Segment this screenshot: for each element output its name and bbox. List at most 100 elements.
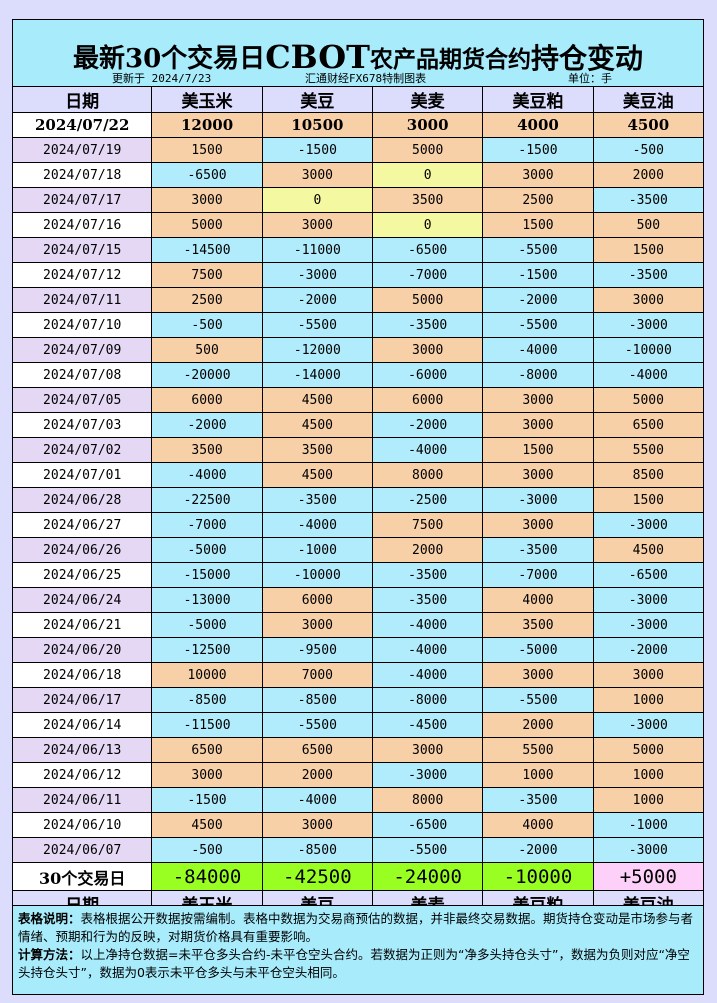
note-label: 表格说明： xyxy=(18,911,81,926)
value-cell: 8000 xyxy=(372,462,484,488)
table-row: 2024/07/15 -14500 -11000 -6500 -5500 1500 xyxy=(11,237,705,263)
latest-row: 2024/07/22 12000 10500 3000 4000 4500 xyxy=(11,112,705,138)
value-cell: 5000 xyxy=(372,137,484,163)
value-cell: -5000 xyxy=(482,637,594,663)
value-cell: 3000 xyxy=(151,762,263,788)
table-row: 2024/06/25 -15000 -10000 -3500 -7000 -6500 xyxy=(11,562,705,588)
table-row: 2024/07/19 1500 -1500 5000 -1500 -500 xyxy=(11,137,705,163)
value-cell: -5500 xyxy=(482,237,594,263)
table-row: 2024/06/07 -500 -8500 -5500 -2000 -3000 xyxy=(11,837,705,863)
value-cell: -3500 xyxy=(372,587,484,613)
value-cell: -14000 xyxy=(261,362,374,388)
table-row: 2024/06/28 -22500 -3500 -2500 -3000 1500 xyxy=(11,487,705,513)
value-cell: -22500 xyxy=(151,487,263,513)
column-header: 美麦 xyxy=(372,86,484,113)
value-cell: -11500 xyxy=(151,712,263,738)
value-cell: -3000 xyxy=(592,612,705,638)
date-cell: 2024/06/27 xyxy=(11,512,153,538)
value-cell: 7000 xyxy=(261,662,374,688)
date-cell: 2024/07/16 xyxy=(11,212,153,238)
value-cell: -6000 xyxy=(372,362,484,388)
value-cell: -10000 xyxy=(261,562,374,588)
value-cell: -6500 xyxy=(592,562,705,588)
date-cell: 2024/07/17 xyxy=(11,187,153,213)
value-cell: 5000 xyxy=(372,287,484,313)
value-cell: -3500 xyxy=(372,312,484,338)
value-cell: 2000 xyxy=(372,537,484,563)
value-cell: 7500 xyxy=(151,262,263,288)
value-cell: 5000 xyxy=(592,387,705,413)
value-cell: 4500 xyxy=(261,462,374,488)
value-cell: -5500 xyxy=(482,312,594,338)
value-cell: -2000 xyxy=(482,287,594,313)
value-cell: 3000 xyxy=(261,162,374,188)
date-cell: 2024/06/21 xyxy=(11,612,153,638)
value-cell: -7000 xyxy=(482,562,594,588)
value-cell: 3000 xyxy=(372,737,484,763)
value-cell: 3000 xyxy=(482,512,594,538)
column-header: 美豆 xyxy=(261,86,374,113)
value-cell: 3000 xyxy=(482,412,594,438)
value-cell: -5500 xyxy=(261,312,374,338)
date-cell: 2024/07/22 xyxy=(11,112,153,138)
column-header: 美豆油 xyxy=(592,86,705,113)
updated-date: 更新于 2024/7/23 xyxy=(112,72,212,85)
column-header: 美玉米 xyxy=(151,86,263,113)
value-cell: 0 xyxy=(372,162,484,188)
value-cell: -4000 xyxy=(372,437,484,463)
date-cell: 2024/06/10 xyxy=(11,812,153,838)
value-cell: -1000 xyxy=(592,812,705,838)
value-cell: 1500 xyxy=(592,237,705,263)
value-cell: 10000 xyxy=(151,662,263,688)
date-cell: 2024/06/13 xyxy=(11,737,153,763)
value-cell: -13000 xyxy=(151,587,263,613)
value-cell: 6500 xyxy=(151,737,263,763)
date-cell: 2024/07/05 xyxy=(11,387,153,413)
date-cell: 2024/07/12 xyxy=(11,262,153,288)
table-row: 2024/07/17 3000 0 3500 2500 -3500 xyxy=(11,187,705,213)
value-cell: -500 xyxy=(151,837,263,863)
value-cell: -3000 xyxy=(592,712,705,738)
value-cell: 4500 xyxy=(592,112,705,138)
value-cell: -7000 xyxy=(151,512,263,538)
value-cell: 2000 xyxy=(592,162,705,188)
date-cell: 2024/06/12 xyxy=(11,762,153,788)
value-cell: -12000 xyxy=(261,337,374,363)
value-cell: 2500 xyxy=(151,287,263,313)
note-label: 计算方法： xyxy=(18,947,81,962)
table-row: 2024/07/05 6000 4500 6000 3000 5000 xyxy=(11,387,705,413)
total-value: -24000 xyxy=(372,862,484,891)
value-cell: -3500 xyxy=(261,487,374,513)
date-cell: 2024/06/20 xyxy=(11,637,153,663)
value-cell: -3000 xyxy=(372,762,484,788)
value-cell: -3500 xyxy=(482,537,594,563)
date-cell: 2024/07/03 xyxy=(11,412,153,438)
calc-note: 计算方法：以上净持仓数据=未平仓多头合约-未平仓空头合约。若数据为正则为“净多头… xyxy=(18,946,698,982)
value-cell: -2000 xyxy=(151,412,263,438)
value-cell: -6500 xyxy=(372,237,484,263)
value-cell: 3000 xyxy=(482,387,594,413)
value-cell: 4500 xyxy=(592,537,705,563)
positions-table: 日期 美玉米 美豆 美麦 美豆粕 美豆油 2024/07/22 12000 10500 3000 4… xyxy=(11,86,705,917)
value-cell: 1000 xyxy=(592,762,705,788)
value-cell: 3000 xyxy=(482,662,594,688)
value-cell: -3500 xyxy=(592,187,705,213)
value-cell: -11000 xyxy=(261,237,374,263)
value-cell: -5500 xyxy=(372,837,484,863)
value-cell: -2000 xyxy=(372,412,484,438)
table-row: 2024/06/21 -5000 3000 -4000 3500 -3000 xyxy=(11,612,705,638)
value-cell: 1000 xyxy=(592,687,705,713)
value-cell: -2000 xyxy=(261,287,374,313)
value-cell: 3000 xyxy=(482,162,594,188)
value-cell: -14500 xyxy=(151,237,263,263)
value-cell: 1500 xyxy=(482,437,594,463)
total-value: -84000 xyxy=(151,862,263,891)
table-row: 2024/07/03 -2000 4500 -2000 3000 6500 xyxy=(11,412,705,438)
value-cell: -4000 xyxy=(372,612,484,638)
value-cell: 4500 xyxy=(261,412,374,438)
table-row: 2024/07/16 5000 3000 0 1500 500 xyxy=(11,212,705,238)
table-row: 2024/07/09 500 -12000 3000 -4000 -10000 xyxy=(11,337,705,363)
date-cell: 2024/07/18 xyxy=(11,162,153,188)
value-cell: 500 xyxy=(151,337,263,363)
table-row: 2024/07/10 -500 -5500 -3500 -5500 -3000 xyxy=(11,312,705,338)
